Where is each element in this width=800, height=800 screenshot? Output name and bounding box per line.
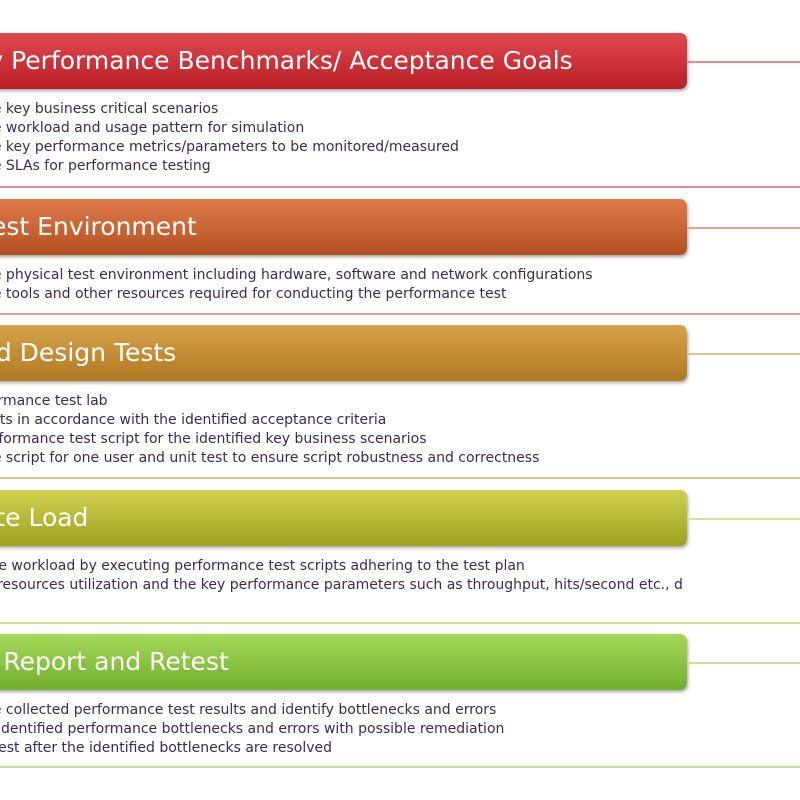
bullet-item: he tools and other resources required fo… [0, 286, 507, 302]
stage-banner: e Report and Retest [0, 634, 687, 690]
stage-connector-line [687, 518, 800, 520]
stage-connector-line [687, 353, 800, 355]
bullet-item: he physical test environment including h… [0, 267, 593, 283]
stage-divider [0, 477, 800, 479]
bullet-item: e identified performance bottlenecks and… [0, 721, 505, 737]
bullet-item: erformance test script for the identifie… [0, 431, 427, 447]
stage-divider [0, 186, 800, 188]
bullet-item: etest after the identified bottlenecks a… [0, 740, 333, 756]
bullet-item: he script for one user and unit test to … [0, 450, 540, 466]
bullet-item: he collected performance test results an… [0, 702, 497, 718]
bullet-item: he SLAs for performance testing [0, 158, 211, 174]
bullet-item: he workload and usage pattern for simula… [0, 120, 305, 136]
stage-title: e Report and Retest [0, 647, 229, 676]
stage-title: Test Environment [0, 212, 197, 241]
stage-bullet-list: the workload by executing performance te… [0, 557, 683, 595]
stage-banner: ate Load [0, 490, 687, 546]
stage-divider [0, 766, 800, 768]
bullet-item: ests in accordance with the identified a… [0, 412, 387, 428]
bullet-item: he key business critical scenarios [0, 101, 219, 117]
bullet-item: e resources utilization and the key perf… [0, 577, 683, 593]
bullet-item: formance test lab [0, 393, 108, 409]
stage-banner: Test Environment [0, 199, 687, 255]
stage-divider [0, 313, 800, 315]
stage-bullet-list: he collected performance test results an… [0, 701, 504, 758]
stage-connector-line [687, 227, 800, 229]
stage-bullet-list: formance test lab ests in accordance wit… [0, 392, 539, 468]
bullet-item: he key performance metrics/parameters to… [0, 139, 459, 155]
stage-title: nd Design Tests [0, 338, 177, 367]
bullet-item: the workload by executing performance te… [0, 558, 525, 574]
stage-divider [0, 622, 800, 624]
stage-bullet-list: he key business critical scenarios he wo… [0, 100, 459, 176]
stage-bullet-list: he physical test environment including h… [0, 266, 593, 304]
stage-banner: fy Performance Benchmarks/ Acceptance Go… [0, 33, 687, 89]
stage-title: fy Performance Benchmarks/ Acceptance Go… [0, 46, 573, 75]
stage-connector-line [687, 662, 800, 664]
stage-banner: nd Design Tests [0, 325, 687, 381]
stage-title: ate Load [0, 503, 89, 532]
stage-connector-line [687, 61, 800, 63]
